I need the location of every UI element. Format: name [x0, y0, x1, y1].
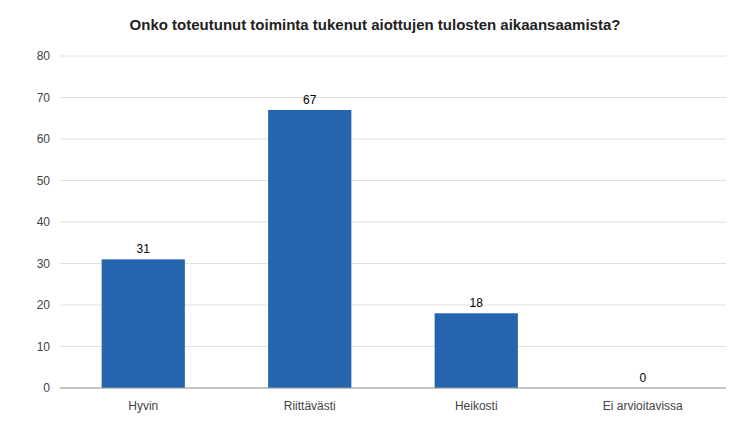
bar	[435, 313, 518, 388]
bar	[102, 259, 185, 388]
grid-line	[60, 97, 726, 98]
chart-title: Onko toteutunut toiminta tukenut aiottuj…	[130, 16, 621, 33]
grid-line	[60, 180, 726, 181]
y-tick-label: 70	[37, 91, 51, 105]
x-tick-label: Heikosti	[455, 399, 498, 413]
chart-container: Onko toteutunut toiminta tukenut aiottuj…	[0, 0, 750, 436]
data-labels: 31 67 18 0	[137, 93, 647, 385]
grid-line	[60, 388, 726, 389]
grid-line	[60, 139, 726, 140]
y-tick-label: 50	[37, 174, 51, 188]
y-tick-label: 20	[37, 298, 51, 312]
y-tick-label: 40	[37, 215, 51, 229]
bars	[102, 110, 518, 388]
grid-line	[60, 56, 726, 57]
chart-svg: Onko toteutunut toiminta tukenut aiottuj…	[0, 0, 750, 436]
grid-line	[60, 222, 726, 223]
y-tick-label: 60	[37, 132, 51, 146]
y-tick-label: 80	[37, 49, 51, 63]
data-label: 0	[639, 371, 646, 385]
grid	[60, 56, 726, 388]
y-tick-label: 10	[37, 340, 51, 354]
data-label: 31	[137, 242, 151, 256]
data-label: 67	[303, 93, 317, 107]
data-label: 18	[470, 296, 484, 310]
x-axis: Hyvin Riittävästi Heikosti Ei arvioitavissa	[128, 399, 683, 413]
x-tick-label: Riittävästi	[284, 399, 336, 413]
x-axis-line	[60, 388, 726, 389]
y-tick-label: 30	[37, 257, 51, 271]
x-tick-label: Ei arvioitavissa	[603, 399, 683, 413]
bar	[268, 110, 351, 388]
y-axis: 0 10 20 30 40 50 60 70 80	[37, 49, 51, 395]
y-tick-label: 0	[43, 381, 50, 395]
x-tick-label: Hyvin	[128, 399, 158, 413]
